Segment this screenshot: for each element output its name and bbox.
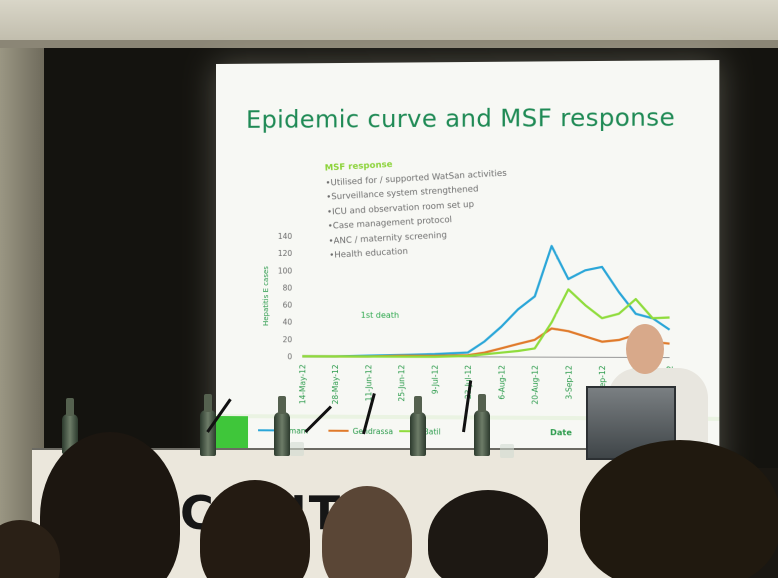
water-bottle — [474, 410, 490, 456]
y-tick-label: 80 — [283, 283, 293, 292]
audience-head — [580, 440, 778, 578]
x-tick-label: 20-Aug-12 — [531, 365, 540, 405]
glass — [290, 442, 304, 456]
speaker-head — [626, 324, 664, 374]
y-tick-label: 0 — [287, 352, 292, 361]
glass — [500, 444, 514, 458]
x-axis-label: Date — [550, 428, 572, 437]
water-bottle — [274, 412, 290, 456]
legend-label: Gendrassa — [353, 427, 393, 436]
ceiling — [0, 0, 778, 48]
y-axis-label: Hepatitis E cases — [262, 266, 270, 326]
y-tick-label: 60 — [283, 301, 293, 310]
y-tick-label: 20 — [283, 335, 293, 344]
legend-label: Batil — [424, 427, 441, 436]
y-tick-label: 140 — [278, 232, 293, 241]
water-bottle — [410, 412, 426, 456]
x-tick-label: 14-May-12 — [298, 364, 307, 404]
x-tick-label: 3-Sep-12 — [564, 365, 573, 400]
series-line-batil — [302, 289, 669, 357]
chart-annotation: 1st death — [361, 311, 399, 320]
x-tick-label: 9-Jul-12 — [431, 365, 440, 395]
y-tick-label: 40 — [283, 318, 293, 327]
y-tick-label: 120 — [278, 249, 293, 258]
x-tick-label: 28-May-12 — [331, 364, 340, 404]
x-tick-label: 25-Jun-12 — [397, 364, 406, 401]
y-tick-label: 100 — [278, 266, 293, 275]
x-tick-label: 6-Aug-12 — [497, 365, 506, 400]
